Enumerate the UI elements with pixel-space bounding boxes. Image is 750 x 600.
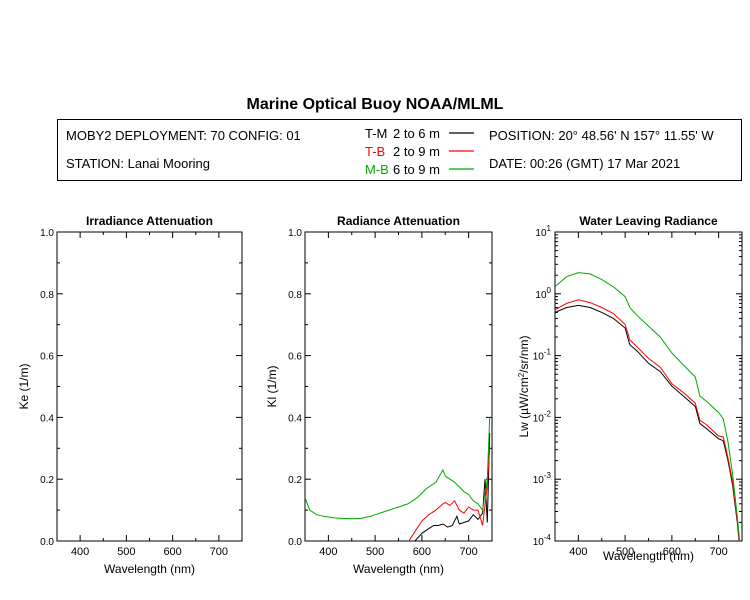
x-tick-label: 400	[319, 546, 337, 558]
y-tick-label: 0.8	[288, 290, 302, 301]
series-line-t-b	[555, 299, 740, 541]
y-tick-label: 0.4	[40, 413, 54, 424]
y-tick-label: 101	[535, 224, 551, 239]
position-text: POSITION: 20° 48.56' N 157° 11.55' W	[489, 128, 714, 143]
x-tick-label: 700	[210, 546, 228, 558]
legend-range-mb: 6 to 9 m	[393, 162, 440, 177]
x-tick-label: 600	[663, 546, 681, 558]
panel-title: Irradiance Attenuation	[86, 214, 213, 228]
x-axis-label: Wavelength (nm)	[353, 562, 444, 576]
y-tick-label: 0.8	[40, 290, 54, 301]
x-tick-label: 500	[616, 546, 634, 558]
y-tick-label: 10-1	[533, 348, 552, 363]
panel-title: Radiance Attenuation	[337, 214, 460, 228]
y-tick-label: 0.2	[40, 475, 54, 486]
date-text: DATE: 00:26 (GMT) 17 Mar 2021	[489, 156, 681, 171]
y-tick-label: 100	[535, 286, 551, 301]
x-axis-label: Wavelength (nm)	[603, 549, 694, 563]
y-tick-label: 0.4	[288, 413, 302, 424]
station-text: STATION: Lanai Mooring	[66, 156, 211, 171]
x-tick-label: 700	[709, 546, 727, 558]
series-line-t-m	[414, 432, 491, 541]
y-tick-label: 0.0	[288, 537, 302, 548]
y-tick-label: 10-3	[533, 471, 552, 486]
legend-label-tm: T-M	[365, 126, 388, 141]
x-tick-label: 600	[413, 546, 431, 558]
chart-panel-1: Irradiance Attenuation 400 500 600 700 0.0 0.2…	[17, 214, 243, 576]
y-tick-label: 1.0	[40, 228, 54, 239]
series-line-m-b	[555, 272, 741, 541]
series-line-t-m	[555, 304, 740, 541]
deployment-text: MOBY2 DEPLOYMENT: 70 CONFIG: 01	[66, 128, 301, 143]
y-tick-label: 10-4	[533, 533, 552, 548]
plot-frame	[304, 231, 493, 542]
y-tick-label: 1.0	[288, 228, 302, 239]
series-line-t-b	[408, 448, 491, 541]
x-axis-label: Wavelength (nm)	[104, 562, 195, 576]
legend-range-tb: 2 to 9 m	[393, 144, 440, 159]
legend-label-mb: M-B	[365, 162, 389, 177]
y-tick-label: 0.2	[288, 475, 302, 486]
panel-title: Water Leaving Radiance	[579, 214, 718, 228]
x-tick-label: 400	[71, 546, 89, 558]
chart-title: Marine Optical Buoy NOAA/MLML	[246, 96, 504, 113]
y-axis-label: Ke (1/m)	[17, 363, 31, 409]
x-tick-label: 700	[459, 546, 477, 558]
legend-label-tb: T-B	[365, 144, 386, 159]
plot-frame	[554, 231, 743, 542]
y-axis-label: Lw (µW/cm2/sr/nm)	[517, 335, 531, 437]
y-tick-label: 0.0	[40, 537, 54, 548]
x-tick-label: 500	[366, 546, 384, 558]
chart-panel-2: Radiance Attenuation 400 500 600 700 0.0 0.2 0.…	[265, 214, 493, 576]
y-tick-label: 0.6	[288, 352, 302, 363]
chart-panel-3: Water Leaving Radiance 400 500 600 700 10-4 10…	[517, 214, 743, 563]
info-box	[57, 119, 742, 181]
legend-range-tm: 2 to 6 m	[393, 126, 440, 141]
x-tick-label: 500	[117, 546, 135, 558]
y-tick-label: 10-2	[533, 409, 552, 424]
x-tick-label: 600	[163, 546, 181, 558]
y-tick-label: 0.6	[40, 352, 54, 363]
x-tick-label: 400	[569, 546, 587, 558]
series-line-m-b	[305, 417, 491, 520]
plot-frame	[56, 231, 243, 542]
y-axis-label: Kl (1/m)	[265, 365, 279, 407]
